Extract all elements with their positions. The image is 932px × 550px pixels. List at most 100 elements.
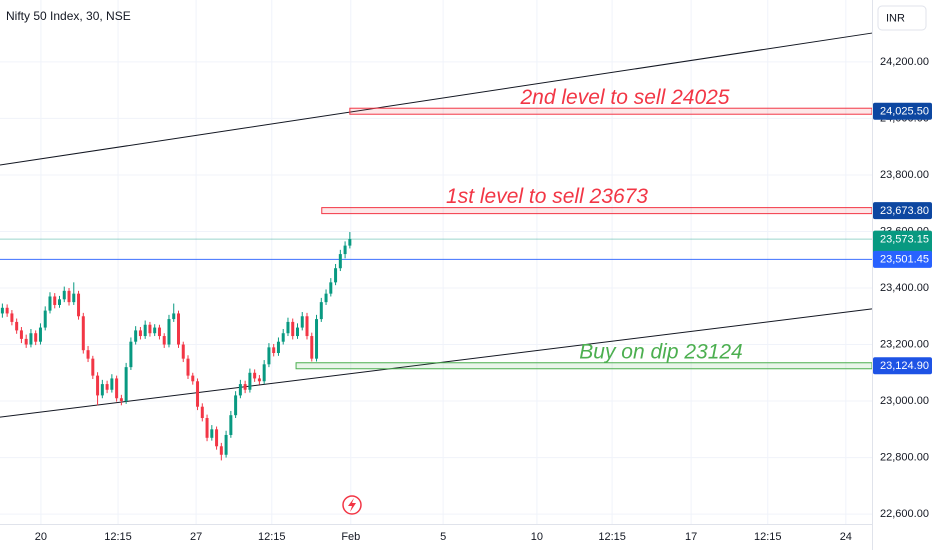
candle-body [196,381,200,407]
candle-body [272,347,276,354]
axes: 22,600.00 22,800.00 23,000.00 23,200.00 23,4… [35,56,932,543]
candle-body [62,290,66,300]
x-tick-label: Feb [341,531,360,543]
x-tick-label: 20 [35,531,47,543]
price-badge-label: 23,573.15 [880,233,929,245]
grid [0,0,872,524]
candle-body [100,384,104,396]
level-zone [295,362,873,370]
candle-body [234,395,238,416]
candle-body [162,336,166,345]
price-badge [873,250,932,268]
x-tick-label: 12:15 [104,531,132,543]
candle-body [10,313,14,322]
candle-body [119,398,123,402]
candle-body [53,296,57,305]
candle-body [38,327,42,342]
candle-body [96,375,100,396]
x-tick-label: 27 [190,531,202,543]
candle-body [181,344,185,359]
candle-body [186,358,190,376]
level-annotation: 2nd level to sell 24025 [520,86,730,109]
level-annotation: Buy on dip 23124 [579,340,742,363]
y-tick-label: 24,200.00 [880,56,929,68]
candle-body [43,310,47,328]
candle-body [300,316,304,328]
candle-body [200,406,204,419]
y-tick-label: 23,200.00 [880,338,929,350]
candle-body [157,327,161,337]
candle-body [343,245,347,255]
price-badge-label: 23,673.80 [880,205,929,217]
chart-title: Nifty 50 Index, 30, NSE [6,9,131,23]
trend-line [0,32,873,166]
price-badge [873,202,932,220]
candle-body [276,341,280,354]
candle-body [138,330,142,337]
candle-body [334,268,338,283]
candle-body [191,375,195,382]
candle-body [81,316,85,351]
candle-body [5,307,9,314]
candle-body [167,319,171,345]
candle-body [248,372,252,390]
candle-body [105,384,109,390]
candle-body [0,307,4,314]
price-badge [873,102,932,120]
candle-body [295,327,299,337]
candle-body [338,254,342,269]
event-icon[interactable] [342,495,362,515]
candle-body [91,358,95,376]
candle-body [153,327,157,334]
candle-body [143,324,147,337]
candle-body [72,293,76,303]
x-tick-label: 24 [840,531,852,543]
candle-body [291,321,295,337]
candle-body [324,293,328,303]
candle-body [205,418,209,438]
price-badge-label: 24,025.50 [880,106,929,118]
candle-body [243,384,247,390]
candle-body [115,378,119,399]
candle-body [86,350,90,359]
candle-body [315,319,319,359]
candle-body [253,372,257,379]
candle-body [124,367,128,402]
candle-body [348,239,352,246]
candle-body [238,384,242,396]
candle-body [305,316,309,337]
candle-body [34,333,38,342]
x-tick-label: 12:15 [598,531,626,543]
price-badge-label: 23,501.45 [880,254,929,266]
y-tick-label: 22,600.00 [880,508,929,520]
candle-body [281,333,285,342]
x-tick-label: 12:15 [258,531,286,543]
candle-body [210,429,214,438]
x-tick-label: 12:15 [754,531,782,543]
candle-body [229,415,233,435]
plot: 2nd level to sell 24025 1st level to sell… [0,32,873,461]
x-tick-label: 10 [531,531,543,543]
level-annotation: 1st level to sell 23673 [446,185,648,208]
candle-body [67,290,71,303]
candle-body [57,299,61,305]
candle-body [129,341,133,368]
candle-body [29,333,33,345]
candle-body [319,302,323,320]
candle-body [257,378,261,382]
currency-button[interactable] [877,5,927,31]
candle-body [148,324,152,334]
candle-body [224,434,228,455]
level-zone [321,207,873,215]
candle-body [262,364,266,382]
currency-label[interactable]: INR [886,12,905,24]
y-tick-label: 23,800.00 [880,169,929,181]
x-tick-label: 5 [440,531,446,543]
candle-body [19,330,23,339]
y-tick-label: 23,000.00 [880,395,929,407]
candle-body [286,321,290,334]
candle-body [24,338,28,345]
